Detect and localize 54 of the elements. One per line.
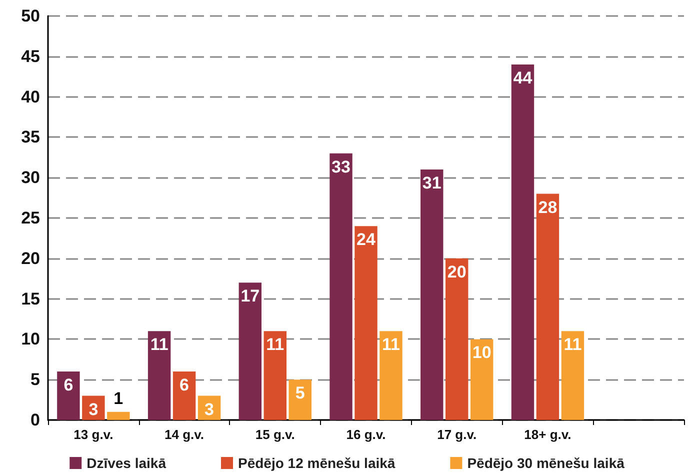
x-tick-label: 17 g.v. (437, 427, 477, 442)
data-label: 11 (564, 335, 582, 354)
bar (107, 412, 130, 420)
y-tick-label: 5 (30, 370, 40, 390)
legend-label: Pēdējo 30 mēnešu laikā (467, 455, 625, 471)
bar (420, 170, 444, 420)
y-tick-label: 10 (21, 330, 40, 349)
bar (57, 372, 80, 420)
data-label: 17 (240, 286, 260, 306)
y-tick-label: 40 (21, 87, 40, 106)
x-tick-label: 15 g.v. (255, 427, 295, 442)
bar (264, 331, 286, 420)
bar (238, 282, 262, 420)
bar (288, 380, 312, 420)
bar (380, 331, 402, 420)
bar (470, 339, 494, 420)
bar (536, 194, 560, 420)
bar (330, 153, 352, 420)
data-label: 33 (332, 157, 350, 176)
bar (148, 331, 171, 420)
data-label: 5 (295, 384, 305, 403)
data-label: 10 (472, 343, 492, 362)
data-label: 6 (180, 376, 190, 395)
data-label: 1 (114, 388, 124, 408)
data-label: 24 (356, 230, 376, 250)
legend-label: Pēdējo 12 mēnešu laikā (238, 455, 396, 471)
y-tick-label: 20 (21, 248, 40, 268)
bar (561, 331, 584, 420)
data-label: 3 (204, 400, 214, 419)
bar (354, 226, 378, 420)
y-tick-label: 30 (21, 168, 40, 188)
data-label: 44 (513, 68, 533, 88)
data-label: 11 (382, 335, 400, 354)
x-tick-label: 14 g.v. (164, 427, 204, 442)
y-tick-label: 45 (21, 46, 40, 66)
x-tick-label: 16 g.v. (346, 427, 386, 442)
data-label: 28 (538, 198, 558, 217)
data-label: 6 (64, 376, 74, 395)
y-tick-label: 50 (21, 6, 40, 26)
data-label: 3 (88, 400, 98, 419)
bar (172, 372, 196, 420)
bar (446, 258, 468, 420)
x-tick-label: 13 g.v. (74, 427, 114, 442)
data-label: 11 (266, 335, 284, 354)
legend-label: Dzīves laikā (86, 455, 166, 471)
bar (511, 64, 534, 420)
data-label: 31 (422, 174, 442, 193)
y-tick-label: 0 (30, 410, 40, 430)
data-label: 20 (447, 262, 466, 282)
y-tick-label: 25 (21, 208, 40, 228)
data-label: 11 (150, 335, 168, 354)
y-tick-label: 15 (21, 289, 40, 308)
y-tick-label: 35 (21, 128, 40, 147)
x-tick-label: 18+ g.v. (524, 427, 572, 442)
